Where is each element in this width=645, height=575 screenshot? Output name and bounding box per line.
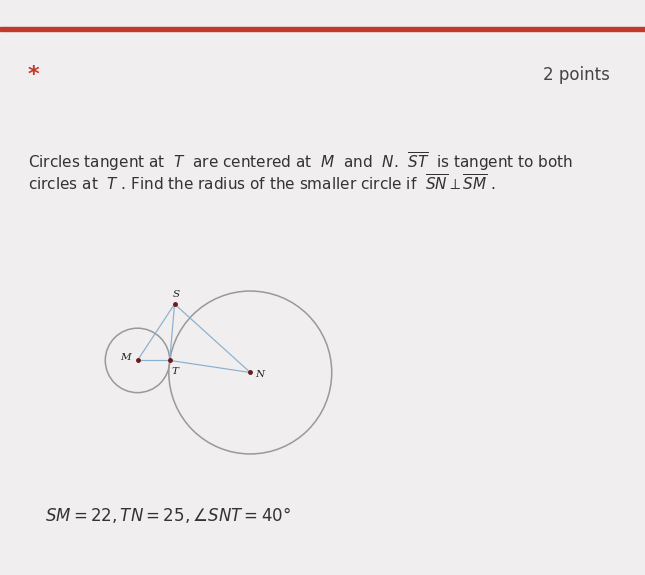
Text: T: T — [171, 367, 178, 376]
Bar — [0, 27, 645, 31]
Text: N: N — [255, 370, 264, 378]
Text: S: S — [173, 290, 180, 299]
Text: M: M — [120, 352, 131, 362]
Text: Circles tangent at  $T$  are centered at  $M$  and  $N$.  $\overline{ST}$  is ta: Circles tangent at $T$ are centered at $… — [28, 151, 573, 174]
Text: $SM = 22, TN = 25, \angle SNT = 40°$: $SM = 22, TN = 25, \angle SNT = 40°$ — [45, 505, 291, 525]
Text: *: * — [28, 65, 39, 85]
Text: circles at  $T$ . Find the radius of the smaller circle if  $\overline{SN} \perp: circles at $T$ . Find the radius of the … — [28, 174, 496, 194]
Text: 2 points: 2 points — [543, 66, 610, 84]
